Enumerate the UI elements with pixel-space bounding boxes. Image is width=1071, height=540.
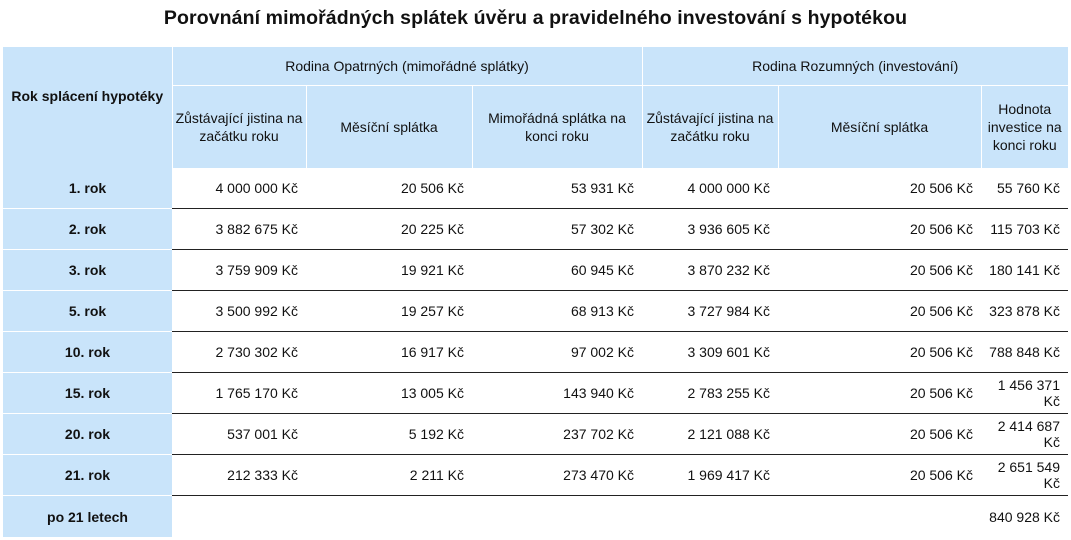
table-cell — [472, 496, 642, 538]
table-cell: 840 928 Kč — [989, 508, 1060, 525]
table-row: 10. rok 2 730 302 Kč 16 917 Kč 97 002 Kč… — [3, 331, 1068, 373]
table-cell: 57 302 Kč — [472, 208, 642, 250]
row-label: 5. rok — [3, 290, 172, 332]
table-cell: 20 506 Kč — [778, 168, 981, 209]
table-cell: 68 913 Kč — [472, 290, 642, 332]
table-row: 2. rok 3 882 675 Kč 20 225 Kč 57 302 Kč … — [3, 208, 1068, 250]
table-cell: 19 921 Kč — [306, 249, 472, 291]
row-label: 3. rok — [3, 249, 172, 291]
row-label: 15. rok — [3, 372, 172, 414]
table-cell: 20 506 Kč — [778, 249, 981, 291]
table-cell: 2 651 549 Kč — [981, 454, 1068, 496]
column-header: Měsíční splátka — [777, 85, 981, 168]
table-cell: 1 765 170 Kč — [172, 372, 306, 414]
table-cell: 55 760 Kč — [981, 168, 1068, 209]
corner-header: Rok splácení hypotéky — [3, 47, 172, 168]
row-label: po 21 letech — [3, 495, 172, 538]
column-header: Zůstávající jistina na začátku roku — [171, 85, 306, 168]
table-cell: 97 002 Kč — [472, 331, 642, 373]
table-cell — [172, 496, 306, 538]
table-cell: 16 917 Kč — [306, 331, 472, 373]
table-cell: 1 456 371 Kč — [981, 372, 1068, 414]
table-cell: 788 848 Kč — [981, 331, 1068, 373]
table-cell: 2 211 Kč — [306, 454, 472, 496]
table-cell: 3 882 675 Kč — [172, 208, 306, 250]
table-cell: 537 001 Kč — [172, 413, 306, 455]
table-row: 15. rok 1 765 170 Kč 13 005 Kč 143 940 K… — [3, 372, 1068, 414]
table-cell: 20 506 Kč — [778, 331, 981, 373]
group-header-opatrnych: Rodina Opatrných (mimořádné splátky) — [171, 47, 642, 86]
table-cell: 53 931 Kč — [472, 168, 642, 209]
table-cell: 20 506 Kč — [778, 454, 981, 496]
table-cell: 20 506 Kč — [778, 208, 981, 250]
table-cell: 20 506 Kč — [778, 290, 981, 332]
column-header: Hodnota investice na konci roku — [980, 85, 1068, 168]
table-row: 5. rok 3 500 992 Kč 19 257 Kč 68 913 Kč … — [3, 290, 1068, 332]
table-cell: 20 225 Kč — [306, 208, 472, 250]
row-label: 20. rok — [3, 413, 172, 455]
table-cell: 3 870 232 Kč — [642, 249, 778, 291]
table-row: 21. rok 212 333 Kč 2 211 Kč 273 470 Kč 1… — [3, 454, 1068, 496]
table-cell: 3 759 909 Kč — [172, 249, 306, 291]
table-cell: 13 005 Kč — [306, 372, 472, 414]
table-cell: 19 257 Kč — [306, 290, 472, 332]
table-cell: 2 730 302 Kč — [172, 331, 306, 373]
table-row: 3. rok 3 759 909 Kč 19 921 Kč 60 945 Kč … — [3, 249, 1068, 291]
table-cell — [306, 496, 472, 538]
table-row: 1. rok 4 000 000 Kč 20 506 Kč 53 931 Kč … — [3, 168, 1068, 209]
table-cell — [778, 496, 981, 538]
table-cell: 4 000 000 Kč — [642, 168, 778, 209]
table-cell — [642, 496, 778, 538]
table-cell: 2 783 255 Kč — [642, 372, 778, 414]
table-cell: 60 945 Kč — [472, 249, 642, 291]
group-header-rozumnych: Rodina Rozumných (investování) — [641, 47, 1068, 86]
table-cell: 2 414 687 Kč — [981, 413, 1068, 455]
table-cell: 3 309 601 Kč — [642, 331, 778, 373]
comparison-table: Rok splácení hypotéky Rodina Opatrných (… — [3, 47, 1068, 538]
table-row: 20. rok 537 001 Kč 5 192 Kč 237 702 Kč 2… — [3, 413, 1068, 455]
table-cell: 143 940 Kč — [472, 372, 642, 414]
table-cell: 20 506 Kč — [778, 372, 981, 414]
row-label: 2. rok — [3, 208, 172, 250]
column-header: Zůstávající jistina na začátku roku — [641, 85, 778, 168]
table-cell: 4 000 000 Kč — [172, 168, 306, 209]
column-header: Měsíční splátka — [305, 85, 472, 168]
table-cell: 1 969 417 Kč — [642, 454, 778, 496]
table-cell: 273 470 Kč — [472, 454, 642, 496]
table-row: po 21 letech 840 928 Kč — [3, 495, 1068, 538]
table-cell: 3 500 992 Kč — [172, 290, 306, 332]
row-label: 1. rok — [3, 168, 172, 209]
table-cell: 20 506 Kč — [778, 413, 981, 455]
table-cell: 2 121 088 Kč — [642, 413, 778, 455]
table-cell: 5 192 Kč — [306, 413, 472, 455]
page-title: Porovnání mimořádných splátek úvěru a pr… — [163, 7, 908, 29]
table-cell: 237 702 Kč — [472, 413, 642, 455]
table-cell: 323 878 Kč — [981, 290, 1068, 332]
table-cell: 20 506 Kč — [306, 168, 472, 209]
table-cell: 3 936 605 Kč — [642, 208, 778, 250]
table-cell: 180 141 Kč — [981, 249, 1068, 291]
column-header: Mimořádná splátka na konci roku — [471, 85, 642, 168]
row-label: 10. rok — [3, 331, 172, 373]
row-label: 21. rok — [3, 454, 172, 496]
table-cell: 115 703 Kč — [981, 208, 1068, 250]
table-cell: 3 727 984 Kč — [642, 290, 778, 332]
table-cell: 212 333 Kč — [172, 454, 306, 496]
